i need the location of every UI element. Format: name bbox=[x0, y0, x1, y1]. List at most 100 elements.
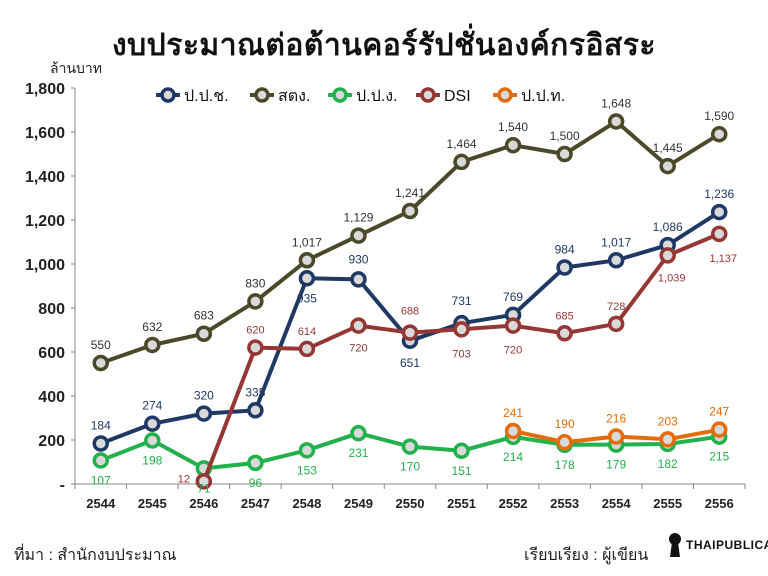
data-label: 216 bbox=[606, 411, 626, 425]
data-point bbox=[659, 431, 676, 448]
y-tick-label: 1,600 bbox=[25, 125, 65, 142]
data-point bbox=[710, 203, 728, 221]
y-tick-label: 1,000 bbox=[25, 257, 65, 274]
data-label: 107 bbox=[91, 473, 111, 487]
thaipublica-logo: THAIPUBLICA bbox=[668, 532, 768, 558]
data-label: 1,445 bbox=[653, 141, 683, 155]
data-point bbox=[504, 136, 522, 154]
data-label: 703 bbox=[452, 348, 470, 360]
series-layer bbox=[92, 113, 728, 490]
axes: - 200 400 600 800 1,000 1,200 1,400 1,600 1,800 25… bbox=[25, 81, 746, 511]
y-tick-label: 1,200 bbox=[25, 213, 65, 230]
data-point bbox=[556, 325, 573, 342]
chart-title: งบประมาณต่อต้านคอร์รัปชั่นองค์กรอิสระ bbox=[111, 29, 657, 62]
x-tick-label: 2552 bbox=[499, 496, 528, 511]
data-point bbox=[556, 433, 573, 451]
x-tick-label: 2549 bbox=[344, 496, 373, 511]
x-tick-label: 2550 bbox=[396, 496, 425, 511]
legend-marker bbox=[254, 87, 270, 103]
data-label: 182 bbox=[658, 457, 678, 471]
data-point bbox=[247, 402, 264, 419]
x-tick-label: 2544 bbox=[86, 496, 116, 511]
data-point bbox=[144, 415, 161, 432]
data-point bbox=[710, 421, 728, 438]
data-label: 151 bbox=[452, 464, 472, 478]
data-label: 320 bbox=[194, 389, 214, 403]
data-point bbox=[350, 227, 367, 244]
data-point bbox=[710, 225, 728, 243]
data-point bbox=[298, 340, 316, 358]
data-label: 1,500 bbox=[550, 129, 580, 143]
y-tick-label: 200 bbox=[38, 433, 65, 450]
data-point bbox=[401, 438, 419, 455]
data-point bbox=[659, 157, 676, 175]
data-label: 935 bbox=[297, 291, 317, 305]
data-label: 12 bbox=[178, 473, 190, 485]
y-tick-label: 400 bbox=[38, 389, 65, 406]
data-label: 1,590 bbox=[704, 109, 734, 123]
x-tick-label: 2554 bbox=[602, 496, 632, 511]
data-point bbox=[195, 325, 213, 342]
data-label: 550 bbox=[91, 338, 111, 352]
data-point bbox=[92, 452, 110, 469]
data-label: 720 bbox=[349, 343, 367, 355]
data-label: 620 bbox=[246, 325, 264, 337]
data-label: 71 bbox=[197, 481, 211, 495]
x-tick-label: 2551 bbox=[447, 496, 476, 511]
legend-marker bbox=[420, 87, 436, 103]
data-label: 1,039 bbox=[658, 272, 686, 284]
data-point bbox=[453, 321, 470, 338]
data-point bbox=[298, 442, 316, 459]
data-label: 241 bbox=[503, 406, 523, 420]
legend-marker bbox=[332, 87, 348, 103]
x-tick-label: 2556 bbox=[705, 496, 734, 511]
data-label: 984 bbox=[555, 243, 575, 257]
data-point bbox=[659, 247, 676, 264]
legend-marker bbox=[497, 87, 513, 103]
legend-label: ป.ป.ช. bbox=[184, 88, 229, 105]
data-label: 651 bbox=[400, 356, 420, 370]
data-label: 632 bbox=[142, 320, 162, 334]
data-point bbox=[195, 473, 213, 490]
data-label: 1,464 bbox=[447, 137, 477, 151]
data-label: 184 bbox=[91, 419, 111, 433]
source-note: ที่มา : สำนักงบประมาณ bbox=[14, 547, 177, 564]
data-label: 614 bbox=[298, 326, 316, 338]
y-tick-label: 1,800 bbox=[25, 81, 65, 98]
data-label: 214 bbox=[503, 450, 523, 464]
data-point bbox=[607, 428, 625, 445]
data-label: 728 bbox=[607, 301, 625, 313]
data-point bbox=[92, 435, 110, 452]
data-label: 247 bbox=[709, 405, 729, 419]
data-point bbox=[607, 113, 625, 130]
data-point bbox=[247, 454, 264, 472]
data-point bbox=[298, 252, 316, 269]
data-label: 1,017 bbox=[292, 235, 322, 249]
data-label: 720 bbox=[504, 345, 522, 357]
data-point bbox=[607, 315, 625, 333]
data-point bbox=[144, 432, 161, 449]
data-point bbox=[195, 405, 213, 422]
data-label: 688 bbox=[401, 306, 419, 318]
data-point bbox=[401, 324, 419, 341]
data-label: 153 bbox=[297, 463, 317, 477]
data-label: 1,129 bbox=[343, 211, 373, 225]
data-point bbox=[247, 293, 264, 310]
keyhole-icon bbox=[669, 533, 681, 557]
data-label: 203 bbox=[658, 414, 678, 428]
data-point bbox=[92, 354, 110, 372]
data-label: 1,137 bbox=[709, 253, 737, 265]
y-tick-label: 600 bbox=[38, 345, 65, 362]
data-point bbox=[298, 270, 316, 287]
data-labels: 184 274 320 335 935 930 651 731 769 984 1,017 1,086… bbox=[91, 96, 737, 495]
x-tick-label: 2547 bbox=[241, 496, 270, 511]
data-label: 1,648 bbox=[601, 96, 631, 110]
data-label: 190 bbox=[555, 417, 575, 431]
data-point bbox=[556, 259, 573, 276]
logo-text: THAIPUBLICA bbox=[686, 538, 768, 552]
data-label: 769 bbox=[503, 290, 523, 304]
data-label: 930 bbox=[348, 252, 368, 266]
x-tick-label: 2555 bbox=[653, 496, 682, 511]
data-label: 335 bbox=[245, 385, 265, 399]
